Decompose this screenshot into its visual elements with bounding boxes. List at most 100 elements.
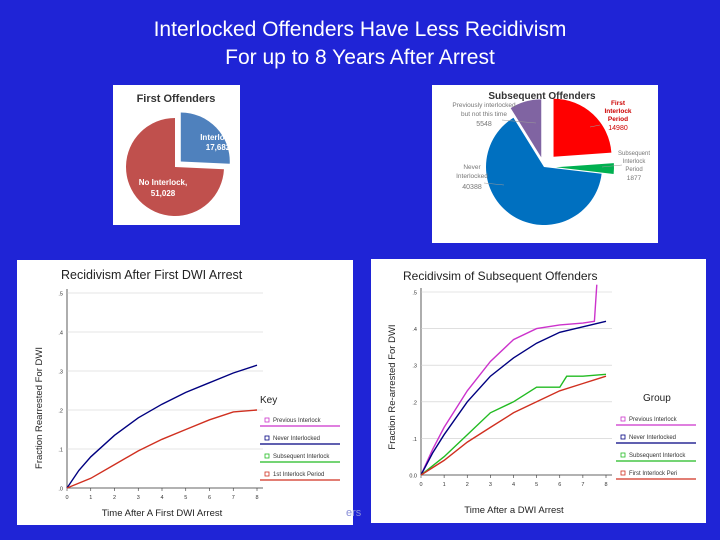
pie-label-interlock: Interlock, — [200, 133, 236, 142]
legend-marker — [620, 470, 626, 476]
legend-marker — [264, 453, 270, 459]
pie-slice-interlock — [180, 112, 230, 164]
x-tick-label: 0 — [419, 482, 422, 488]
x-tick-label: 3 — [489, 482, 492, 488]
series-line-previous-interlock — [420, 284, 598, 476]
pie-label-first-period-3: Period — [608, 116, 628, 123]
x-axis-label: Time After a DWI Arrest — [464, 505, 564, 516]
x-tick-label: 8 — [604, 482, 607, 488]
pie-value-first-period: 14980 — [608, 125, 628, 132]
pie-leader-previously — [501, 119, 537, 124]
y-tick-label: .5 — [412, 291, 417, 297]
pie-slice-first-period — [553, 98, 612, 157]
pie-title: Subsequent Offenders — [488, 91, 596, 102]
pie-value-subsequent: 1877 — [627, 175, 642, 182]
pie-value-interlock: 17,682 — [206, 143, 231, 152]
legend-label: Never Interlocked — [273, 436, 320, 442]
pie-label-never-2: Interlocked — [456, 173, 488, 180]
title-line-1: Interlocked Offenders Have Less Recidivi… — [153, 18, 567, 41]
x-axis-label: Time After A First DWI Arrest — [102, 508, 223, 519]
first-arrest-chart-panel: Recidivism After First DWI Arrest Fracti… — [17, 260, 353, 525]
series-line-never-interlocked — [420, 320, 607, 476]
legend-marker — [620, 434, 626, 440]
pie-slice-subsequent — [555, 163, 614, 174]
x-tick-label: 7 — [232, 495, 235, 501]
legend-marker — [264, 471, 270, 477]
series-line-subsequent-interlock — [420, 373, 607, 476]
pie-slice-never — [485, 117, 602, 226]
y-tick-label: .2 — [412, 400, 417, 406]
pie-slice-no-interlock — [126, 118, 224, 216]
y-axis-label: Fraction Re-arrested For DWI — [387, 324, 398, 449]
chart-title: Recidivsim of Subsequent Offenders — [403, 269, 598, 283]
legend-label: First Interlock Peri — [629, 471, 677, 477]
pie-leader-first-period — [589, 124, 601, 128]
y-tick-label: .3 — [412, 364, 417, 370]
subsequent-chart-panel: Recidivsim of Subsequent Offenders Fract… — [371, 259, 706, 523]
series-line-first-interlock-peri — [420, 375, 607, 476]
pie-title: First Offenders — [137, 93, 216, 105]
pie-label-no-interlock: No Interlock, — [139, 178, 187, 187]
legend-label: 1st Interlock Period — [273, 472, 324, 478]
pie-label-previously-2: but not this time — [461, 111, 507, 118]
legend-title: Group — [643, 393, 671, 404]
x-tick-label: 1 — [89, 495, 92, 501]
pie-label-previously-1: Previously interlocked — [452, 102, 516, 109]
y-tick-label: .5 — [58, 292, 63, 298]
y-tick-label: .0 — [58, 487, 63, 493]
chart-title: Recidivism After First DWI Arrest — [61, 268, 243, 282]
pie-label-first-period-2: Interlock — [604, 108, 631, 115]
pie-label-subsequent-1: Subsequent — [618, 151, 650, 157]
pie-label-never-1: Never — [463, 164, 481, 171]
x-tick-label: 4 — [512, 482, 515, 488]
first-offenders-pie-panel: First Offenders Interlock, 17,682 No Int… — [113, 85, 240, 225]
x-tick-label: 0 — [65, 495, 68, 501]
legend-marker — [264, 435, 270, 441]
subsequent-line-chart: Recidivsim of Subsequent Offenders Fract… — [387, 269, 696, 516]
legend-label: Subsequent Interlock — [629, 453, 686, 459]
subsequent-offenders-pie-svg: Subsequent Offenders Previously interloc… — [452, 91, 650, 226]
y-tick-label: .2 — [58, 409, 63, 415]
y-tick-label: 0.0 — [409, 474, 417, 480]
legend-marker — [620, 416, 626, 422]
legend-marker — [620, 452, 626, 458]
legend-label: Previous Interlock — [629, 417, 678, 423]
x-tick-label: 8 — [255, 495, 258, 501]
y-tick-label: .4 — [58, 331, 63, 337]
x-tick-label: 6 — [558, 482, 561, 488]
y-tick-label: .1 — [412, 437, 417, 443]
legend-label: Subsequent Interlock — [273, 454, 330, 460]
first-offenders-pie-svg: First Offenders Interlock, 17,682 No Int… — [126, 93, 236, 216]
legend-label: Never Interlocked — [629, 435, 676, 441]
footer-text: ers — [346, 507, 362, 519]
x-tick-label: 2 — [466, 482, 469, 488]
x-tick-label: 6 — [208, 495, 211, 501]
pie-label-subsequent-3: Period — [625, 167, 642, 173]
pie-leader-subsequent — [601, 164, 623, 168]
title-line-2: For up to 8 Years After Arrest — [225, 46, 495, 69]
y-axis-label: Fraction Rearrested For DWI — [34, 347, 45, 469]
y-tick-label: .1 — [58, 448, 63, 454]
series-line-never-interlocked — [66, 364, 258, 489]
x-tick-label: 2 — [113, 495, 116, 501]
subsequent-offenders-pie-panel: Subsequent Offenders Previously interloc… — [432, 85, 658, 243]
x-tick-label: 3 — [137, 495, 140, 501]
legend-marker — [264, 417, 270, 423]
pie-value-previously: 5548 — [476, 121, 492, 128]
pie-label-first-period-1: First — [611, 100, 626, 107]
pie-slice-previously — [510, 99, 542, 158]
series-line-1st-interlock-period — [66, 409, 258, 489]
y-tick-label: .4 — [412, 327, 417, 333]
slide-title: Interlocked Offenders Have Less Recidivi… — [0, 16, 720, 72]
x-tick-label: 5 — [535, 482, 538, 488]
pie-label-subsequent-2: Interlock — [623, 159, 647, 165]
x-tick-label: 4 — [160, 495, 163, 501]
first-arrest-line-chart: Recidivism After First DWI Arrest Fracti… — [34, 268, 340, 519]
x-tick-label: 7 — [581, 482, 584, 488]
x-tick-label: 5 — [184, 495, 187, 501]
legend-title: Key — [260, 395, 277, 406]
pie-value-never: 40388 — [462, 184, 482, 191]
legend-label: Previous Interlock — [273, 418, 322, 424]
pie-leader-never — [483, 182, 505, 186]
x-tick-label: 1 — [443, 482, 446, 488]
